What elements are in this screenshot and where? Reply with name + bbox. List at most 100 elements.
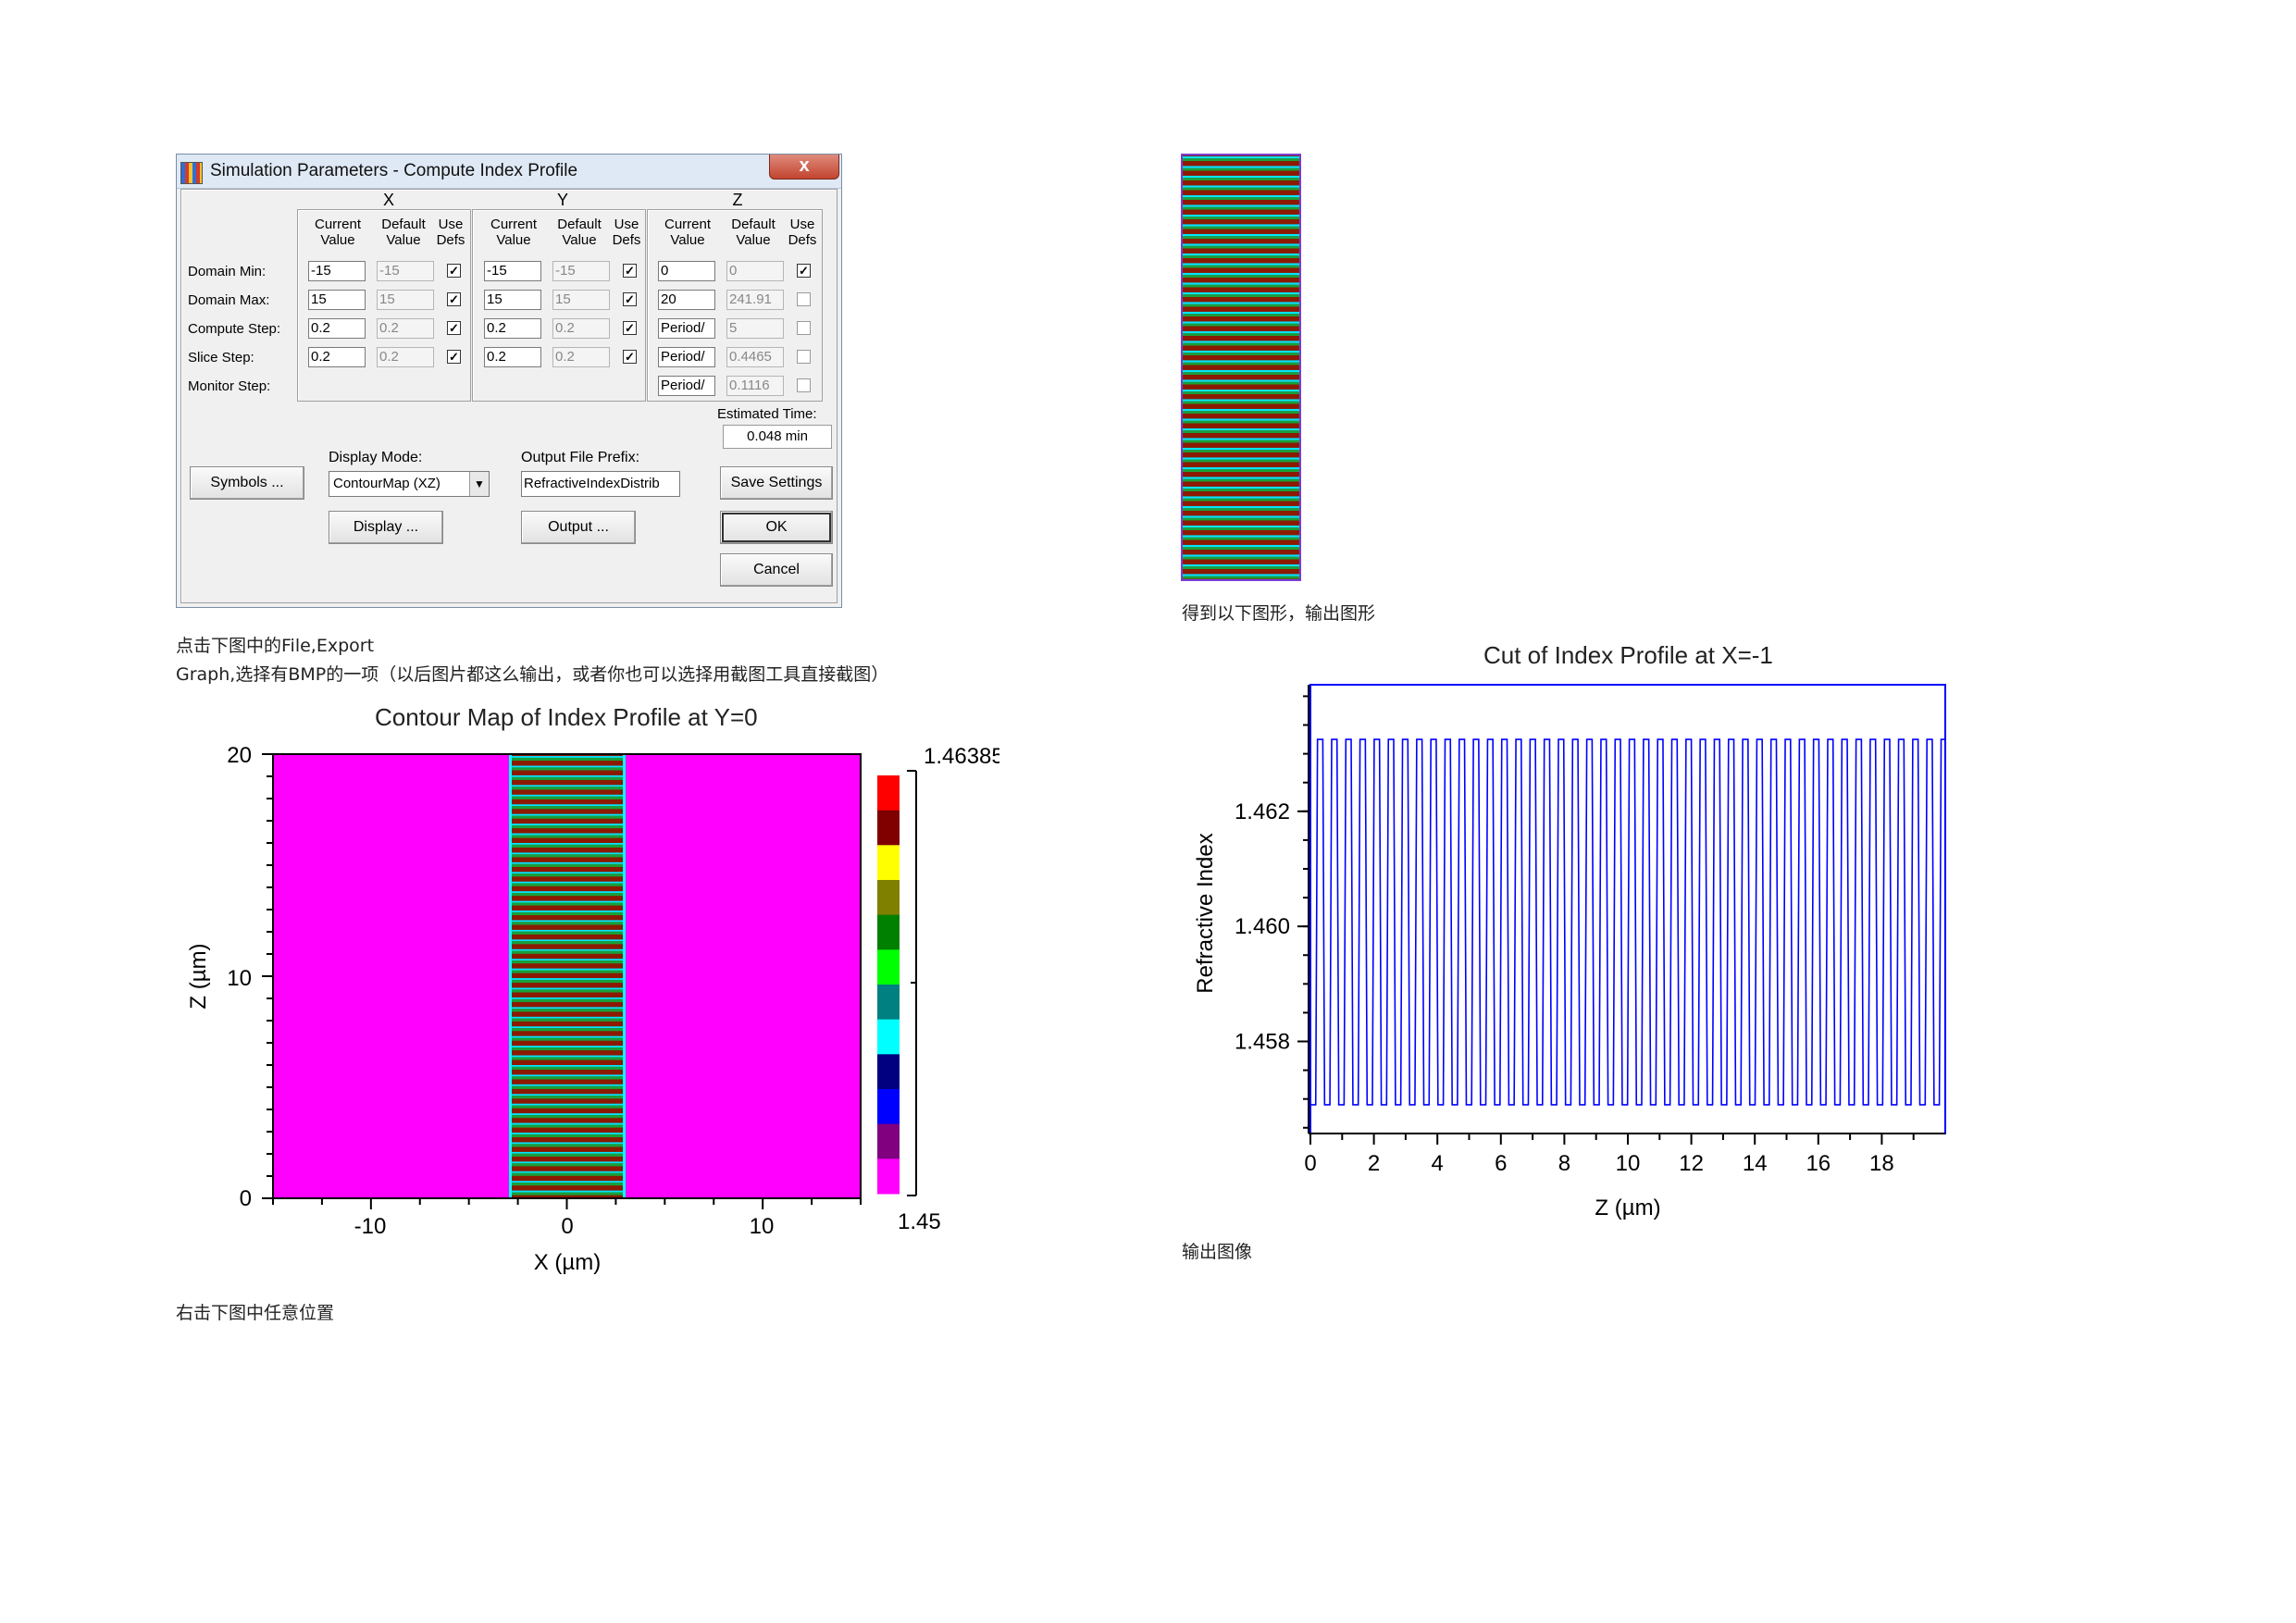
row-label-domain-max: Domain Max: — [188, 292, 270, 308]
y-compute-step-default: 0.2 — [552, 318, 610, 339]
strip-green-band — [1183, 420, 1299, 424]
core-cyan-band — [512, 948, 623, 951]
chevron-down-icon[interactable]: ▼ — [469, 472, 489, 496]
strip-cyan-band — [1183, 477, 1299, 479]
core-cyan-band — [512, 939, 623, 942]
core-green-band — [512, 1144, 623, 1147]
display-mode-select[interactable]: ContourMap (XZ) ▼ — [329, 471, 490, 497]
core-green-band — [512, 806, 623, 810]
x-slice-step-use-defs-checkbox[interactable]: ✓ — [447, 350, 461, 364]
z-monitor-step-input[interactable]: Period/ — [658, 376, 715, 396]
core-cyan-band — [512, 1007, 623, 1010]
strip-green-band — [1183, 459, 1299, 463]
save-settings-button[interactable]: Save Settings — [720, 466, 833, 500]
strip-green-band — [1183, 566, 1299, 569]
output-prefix-input[interactable]: RefractiveIndexDistrib — [521, 471, 680, 497]
core-green-band — [512, 941, 623, 945]
core-green-band — [512, 979, 623, 984]
core-green-band — [512, 1057, 623, 1060]
strip-cyan-band — [1183, 505, 1299, 509]
y-domain-min-use-defs-checkbox[interactable]: ✓ — [623, 264, 637, 278]
strip-cyan-band — [1183, 243, 1299, 246]
line-y-tick-label: 1.458 — [1235, 1030, 1290, 1055]
symbols-button[interactable]: Symbols ... — [190, 466, 304, 500]
strip-cyan-band — [1183, 389, 1299, 392]
y-domain-max-default: 15 — [552, 290, 610, 310]
x-domain-max-use-defs-checkbox[interactable]: ✓ — [447, 292, 461, 306]
z-domain-min-use-defs-checkbox[interactable]: ✓ — [797, 264, 811, 278]
x-domain-min-use-defs-checkbox[interactable]: ✓ — [447, 264, 461, 278]
strip-cyan-band — [1183, 330, 1299, 334]
strip-border — [1181, 154, 1301, 581]
line-x-tick-label: 16 — [1806, 1151, 1831, 1176]
output-button[interactable]: Output ... — [521, 511, 636, 544]
x-domain-max-default: 15 — [377, 290, 434, 310]
y-compute-step-use-defs-checkbox[interactable]: ✓ — [623, 321, 637, 335]
close-button[interactable]: x — [769, 155, 839, 180]
z-compute-step-input[interactable]: Period/ — [658, 318, 715, 339]
strip-green-band — [1183, 362, 1299, 365]
y-slice-step-input[interactable]: 0.2 — [484, 347, 541, 367]
z-slice-step-default: 0.4465 — [726, 347, 784, 367]
x-domain-max-input[interactable]: 15 — [308, 290, 366, 310]
core-cyan-band — [512, 1122, 623, 1125]
contour-y-tick-label: 0 — [240, 1186, 252, 1211]
core-cyan-band — [512, 900, 623, 903]
x-compute-step-input[interactable]: 0.2 — [308, 318, 366, 339]
z-slice-step-input[interactable]: Period/ — [658, 347, 715, 367]
x-slice-step-input[interactable]: 0.2 — [308, 347, 366, 367]
strip-green-band — [1183, 178, 1299, 180]
core-cyan-band — [512, 861, 623, 864]
core-cyan-band — [512, 987, 623, 990]
colorbar-swatch — [877, 1123, 900, 1159]
caption-output-image: 输出图像 — [1182, 1242, 1253, 1262]
row-label-domain-min: Domain Min: — [188, 264, 267, 279]
y-domain-min-input[interactable]: -15 — [484, 261, 541, 281]
ok-button[interactable]: OK — [720, 511, 833, 544]
z-monitor-step-use-defs-checkbox[interactable] — [797, 378, 811, 392]
x-group-box — [297, 209, 471, 402]
strip-green-band — [1183, 547, 1299, 550]
y-domain-max-input[interactable]: 15 — [484, 290, 541, 310]
core-cyan-band — [512, 1026, 623, 1029]
core-green-band — [512, 970, 623, 973]
core-cyan-band — [512, 1151, 623, 1154]
strip-green-band — [1183, 304, 1299, 307]
core-cyan-band — [512, 1074, 623, 1077]
strip-cyan-band — [1183, 311, 1299, 315]
x-compute-step-use-defs-checkbox[interactable]: ✓ — [447, 321, 461, 335]
core-cyan-band — [512, 1171, 623, 1173]
z-compute-step-use-defs-checkbox[interactable] — [797, 321, 811, 335]
z-domain-max-use-defs-checkbox[interactable] — [797, 292, 811, 306]
line-y-tick-label: 1.462 — [1235, 799, 1290, 824]
core-cyan-band — [512, 920, 623, 923]
line-y-axis-label: Refractive Index — [1193, 833, 1218, 993]
line-x-axis-label: Z (µm) — [1595, 1196, 1660, 1220]
core-cyan-band — [512, 872, 623, 874]
y-slice-step-use-defs-checkbox[interactable]: ✓ — [623, 350, 637, 364]
strip-green-band — [1183, 450, 1299, 452]
core-green-band — [512, 1009, 623, 1012]
strip-cyan-band — [1183, 466, 1299, 470]
display-button[interactable]: Display ... — [329, 511, 443, 544]
strip-green-band — [1183, 333, 1299, 336]
estimated-time-label: Estimated Time: — [717, 406, 817, 422]
x-domain-min-default: -15 — [377, 261, 434, 281]
y-domain-max-use-defs-checkbox[interactable]: ✓ — [623, 292, 637, 306]
y-compute-step-input[interactable]: 0.2 — [484, 318, 541, 339]
z-domain-min-input[interactable]: 0 — [658, 261, 715, 281]
strip-green-band — [1183, 508, 1299, 511]
strip-cyan-band — [1183, 155, 1299, 159]
z-default-header: Default Value — [731, 217, 776, 248]
colorbar-max-label: 1.46385 — [924, 744, 999, 769]
strip-cyan-band — [1183, 379, 1299, 382]
line-x-tick-label: 14 — [1743, 1151, 1768, 1176]
x-use-header: Use Defs — [436, 217, 465, 248]
z-slice-step-use-defs-checkbox[interactable] — [797, 350, 811, 364]
z-use-header: Use Defs — [788, 217, 817, 248]
core-green-band — [512, 922, 623, 925]
cancel-button[interactable]: Cancel — [720, 553, 833, 587]
z-domain-max-input[interactable]: 20 — [658, 290, 715, 310]
x-domain-min-input[interactable]: -15 — [308, 261, 366, 281]
strip-cyan-band — [1183, 360, 1299, 363]
